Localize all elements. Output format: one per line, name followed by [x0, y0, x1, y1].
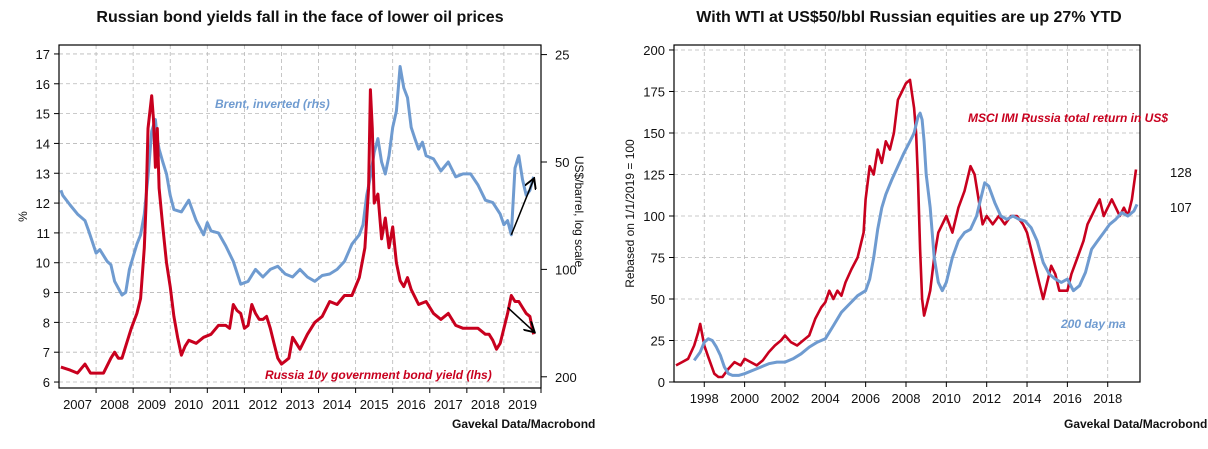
msci-russia-line [675, 78, 1138, 379]
left-x-tick-label: 2019 [508, 397, 537, 412]
left-x-tick-label: 2010 [174, 397, 203, 412]
left-x-tick-label: 2009 [137, 397, 166, 412]
msci-series-label: MSCI IMI Russia total return in US$ [968, 111, 1168, 125]
left-y-tick-label: 8 [43, 315, 50, 330]
right-x-tick-label: 2008 [892, 391, 921, 406]
right-x-tick-label: 2012 [972, 391, 1001, 406]
right-y-tick-label: 100 [643, 209, 665, 224]
left-y-tick-label: 16 [36, 77, 50, 92]
left-x-tick-label: 2011 [212, 397, 240, 412]
left-x-tick-label: 2016 [397, 397, 426, 412]
left-y-tick-label: 17 [36, 47, 50, 62]
brent-series-label: Brent, inverted (rhs) [215, 97, 330, 111]
right-chart: 1998 2000 2002 2004 2006 2008 2010 2012 2014 2016… [623, 43, 1192, 406]
left-y-tick-label: 11 [37, 226, 51, 241]
left-y2-axis-title: US$/barrel, log scale [572, 156, 586, 268]
left-x-tick-label: 2018 [471, 397, 500, 412]
right-chart-source: Gavekal Data/Macrobond [1064, 417, 1208, 431]
left-x-tick-label: 2012 [248, 397, 277, 412]
left-chart-source: Gavekal Data/Macrobond [452, 417, 596, 431]
ma-end-value-label: 107 [1170, 200, 1192, 215]
left-x-tick-label: 2015 [360, 397, 389, 412]
right-x-tick-label: 2010 [932, 391, 961, 406]
left-x-tick-label: 2007 [63, 397, 92, 412]
left-y-tick-label: 14 [36, 136, 50, 151]
right-x-tick-label: 2004 [811, 391, 840, 406]
left-x-tick-label: 2014 [323, 397, 352, 412]
msci-end-value-label: 128 [1170, 165, 1192, 180]
left-x-tick-label: 2008 [100, 397, 129, 412]
right-plot-frame [673, 44, 1141, 383]
left-y-tick-label: 10 [36, 256, 50, 271]
russia-10y-yield-line [60, 88, 536, 375]
right-x-tick-label: 2002 [770, 391, 799, 406]
left-chart-title: Russian bond yields fall in the face of … [96, 9, 504, 26]
left-plot-frame [58, 44, 542, 389]
right-chart-title: With WTI at US$50/bbl Russian equities a… [696, 9, 1122, 26]
moving-average-line [692, 111, 1139, 377]
right-x-tick-label: 2014 [1013, 391, 1042, 406]
right-x-tick-label: 1998 [690, 391, 719, 406]
up-arrow-annotation [510, 180, 533, 236]
right-y-tick-label: 200 [643, 43, 665, 58]
right-y-tick-label: 50 [651, 292, 665, 307]
right-y-tick-label: 175 [643, 84, 665, 99]
left-y-tick-label: 15 [36, 107, 50, 122]
brent-inverted-line [59, 65, 536, 297]
right-y-tick-label: 150 [643, 126, 665, 141]
right-x-tick-label: 2000 [730, 391, 759, 406]
left-y2-tick-label: 200 [555, 370, 577, 385]
right-y-tick-label: 75 [651, 250, 665, 265]
right-y-axis-title: Rebased on 1/1/2019 = 100 [623, 139, 637, 288]
down-arrow-annotation [507, 306, 534, 331]
left-chart: 2007 2008 2009 2010 2011 2012 2013 2014 2015 2016… [16, 44, 586, 412]
left-y-tick-label: 7 [43, 345, 50, 360]
left-y-tick-label: 13 [36, 166, 50, 181]
right-x-tick-label: 2016 [1053, 391, 1082, 406]
right-y-tick-label: 125 [643, 167, 665, 182]
left-y2-tick-label: 50 [555, 155, 569, 170]
left-x-tick-label: 2017 [434, 397, 463, 412]
ma-series-label: 200 day ma [1060, 317, 1126, 331]
left-y-tick-label: 9 [43, 286, 50, 301]
left-x-tick-label: 2013 [286, 397, 315, 412]
right-y-tick-label: 25 [651, 333, 665, 348]
left-y2-tick-label: 100 [555, 262, 577, 277]
bond-series-label: Russia 10y government bond yield (lhs) [265, 368, 492, 382]
left-y-tick-label: 12 [36, 196, 50, 211]
left-y2-tick-label: 25 [555, 48, 569, 63]
left-y-axis-title: % [16, 211, 30, 222]
right-x-tick-label: 2006 [851, 391, 880, 406]
right-y-tick-label: 0 [658, 375, 665, 390]
left-y-tick-label: 6 [43, 375, 50, 390]
right-x-tick-label: 2018 [1093, 391, 1122, 406]
